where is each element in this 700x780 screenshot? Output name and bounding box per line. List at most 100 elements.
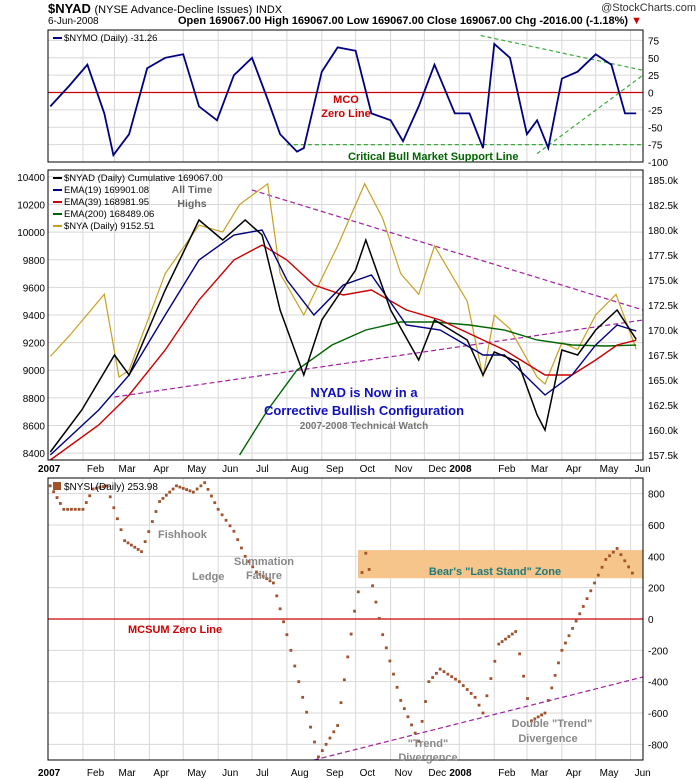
ad-right-tick-label: 157.5k <box>648 451 679 462</box>
nysi-point <box>510 632 514 636</box>
nysi-point <box>143 540 147 544</box>
nysi-point <box>150 520 154 523</box>
nysi-point <box>417 739 421 743</box>
nysi-point <box>126 541 130 545</box>
nysi-point <box>62 507 66 511</box>
nysi-point <box>346 655 350 659</box>
nysi-point <box>48 484 52 488</box>
nysi-point <box>251 565 255 569</box>
ema39-line <box>49 244 637 461</box>
mo-tick-label: -50 <box>648 123 663 134</box>
nysi-point <box>514 630 518 633</box>
nysi-point <box>313 740 316 744</box>
nysi-point <box>154 510 158 513</box>
nysi-point <box>324 742 328 746</box>
ad-left-tick-label: 10200 <box>17 201 45 212</box>
nysi-point <box>147 530 151 533</box>
ema200-line <box>239 321 637 456</box>
nymo-line <box>49 42 637 158</box>
nysi-point <box>623 559 627 563</box>
si-month-label: May <box>600 768 619 779</box>
ad-right-tick-label: 165.0k <box>648 376 679 387</box>
ad-month-label: Jun <box>222 464 238 475</box>
nysi-point <box>360 571 364 574</box>
ad-month-label: Mar <box>118 464 136 475</box>
nysi-point <box>301 695 305 699</box>
divergence-label-2: Divergence <box>518 733 577 745</box>
nysi-point <box>77 507 81 511</box>
nysi-point <box>185 488 189 491</box>
ad-left-tick-label: 9600 <box>23 283 46 294</box>
nysi-point <box>261 574 265 578</box>
zero-line-label: Zero Line <box>321 108 371 120</box>
si-month-label: Mar <box>531 768 549 779</box>
nysi-point <box>581 605 585 608</box>
nysi-point <box>101 485 105 489</box>
ad-left-tick-label: 10000 <box>17 228 45 239</box>
nysi-point <box>374 600 378 604</box>
nysi-point <box>268 579 272 583</box>
nysi-point <box>224 518 228 522</box>
exchange: INDX <box>255 4 283 16</box>
nysi-point <box>265 577 269 580</box>
nysi-point <box>175 484 178 488</box>
nysi-point <box>526 697 529 700</box>
failure-label: Failure <box>246 570 282 582</box>
nysi-point <box>465 688 469 691</box>
nyad-line <box>49 218 637 453</box>
mco-label: MCO <box>333 94 359 106</box>
nysi-point <box>84 501 88 504</box>
mo-tick-label: -25 <box>648 106 663 117</box>
nysi-point <box>116 517 119 521</box>
nysi-point <box>289 648 293 652</box>
fishhook-label: Fishhook <box>158 529 208 541</box>
ad-left-tick-label: 8800 <box>23 394 46 405</box>
nysi-point <box>168 490 172 494</box>
nysi-point <box>70 507 73 511</box>
si-month-label: 2008 <box>449 768 472 779</box>
nysi-point <box>518 652 522 656</box>
nysi-point <box>73 507 77 511</box>
nysi-point <box>203 481 207 485</box>
ad-left-tick-label: 8600 <box>23 421 46 432</box>
nyad-comment-2: Corrective Bullish Configuration <box>264 403 464 418</box>
nysi-point <box>600 565 604 569</box>
nysi-point <box>178 485 182 489</box>
nysi-point <box>522 674 525 678</box>
si-month-label: Apr <box>153 768 169 779</box>
nysi-point <box>255 570 258 574</box>
nysi-point <box>55 496 59 499</box>
ohlc-readout: Open 169067.00 High 169067.00 Low 169067… <box>178 15 642 27</box>
nysi-point <box>631 571 634 575</box>
ad-right-tick-label: 160.0k <box>648 426 679 437</box>
nysi-point <box>461 684 465 687</box>
nyad-resistance-trend <box>251 189 644 311</box>
nysi-point <box>66 507 70 511</box>
nysi-point <box>271 581 275 585</box>
nysi-point <box>81 507 85 511</box>
ad-right-tick-label: 177.5k <box>648 251 679 262</box>
nysi-point <box>171 487 175 491</box>
mo-tick-label: -100 <box>648 158 668 169</box>
nysi-point <box>216 507 220 511</box>
nysi-point <box>446 672 450 676</box>
nysi-point <box>119 528 123 532</box>
ad-month-label: 2007 <box>38 464 61 475</box>
nysi-point <box>275 594 279 598</box>
si-month-label: Jun <box>222 768 238 779</box>
nysi-point <box>105 484 108 488</box>
nysi-point <box>328 736 332 740</box>
nysi-point <box>88 494 92 498</box>
trend-label-1: "Trend" <box>408 738 448 750</box>
nysi-point <box>438 667 442 671</box>
nysi-point <box>336 724 340 727</box>
nysi-point <box>533 717 537 721</box>
ath-label-1: All Time <box>172 184 213 196</box>
si-tick-label: 800 <box>648 490 665 501</box>
nysi-point <box>317 755 320 759</box>
nysi-point <box>399 699 403 702</box>
si-tick-label: 200 <box>648 584 665 595</box>
ema200-legend: EMA(200) 168489.06 <box>64 209 154 220</box>
nysi-point <box>353 609 356 613</box>
